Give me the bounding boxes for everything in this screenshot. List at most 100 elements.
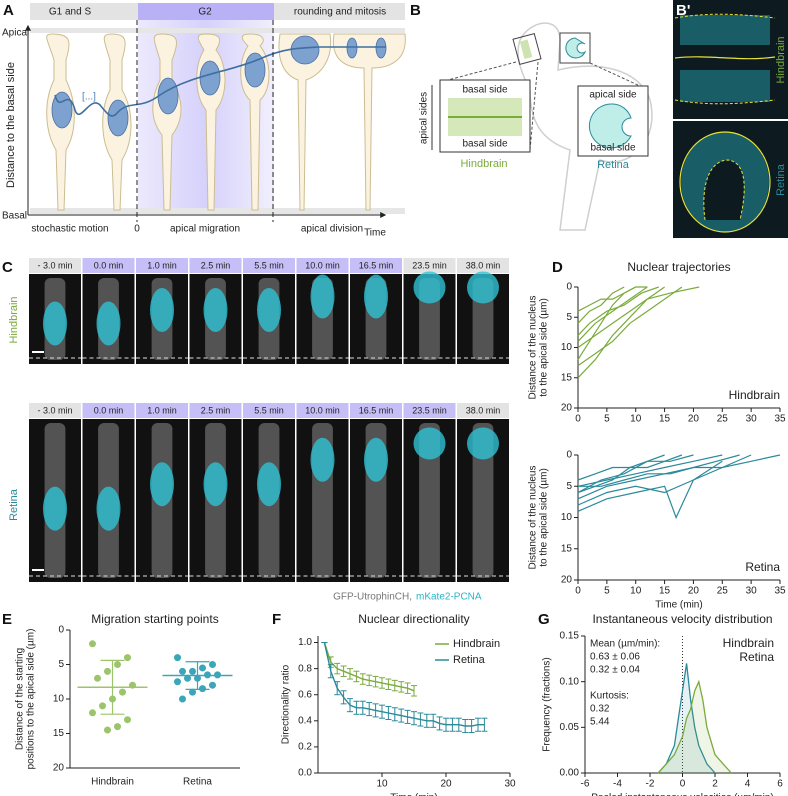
y-tick-label: 20 — [53, 763, 65, 774]
time-header — [82, 258, 135, 273]
point — [89, 709, 96, 717]
x-tick-label: 0 — [680, 779, 686, 790]
point — [199, 664, 206, 672]
nucleus-signal — [257, 288, 281, 332]
tissue-label: Hindbrain — [8, 296, 20, 343]
time-header — [296, 258, 349, 273]
phase-bar — [30, 3, 138, 20]
phase-label: rounding and mitosis — [294, 7, 386, 18]
time-label: 1.0 min — [147, 405, 177, 415]
cell — [278, 33, 332, 211]
cell-signal — [472, 423, 494, 578]
y-axis-label: Distance to the basal side — [5, 62, 17, 188]
time-label: 0.0 min — [94, 260, 124, 270]
time-header — [243, 403, 295, 418]
time-label: - 3.0 min — [37, 405, 72, 415]
nucleus-signal — [43, 486, 67, 531]
time-header — [457, 403, 509, 418]
panel-c: C Hindbrain Retina GFP-UtrophinCH, mKate… — [2, 259, 482, 603]
point — [209, 681, 216, 689]
ellipsis: [...] — [82, 92, 96, 103]
time-label: 16.5 min — [359, 405, 394, 415]
time-header — [189, 258, 242, 273]
nucleus-signal — [150, 462, 174, 507]
point — [189, 667, 196, 675]
point — [104, 726, 111, 734]
point — [114, 661, 121, 668]
y-tick-label: 10 — [561, 342, 573, 353]
x-axis-label: Time (min) — [655, 600, 702, 611]
point — [94, 674, 101, 682]
cell — [332, 33, 406, 211]
legend-label: Hindbrain — [723, 636, 774, 650]
point — [209, 661, 216, 668]
nucleus-signal — [96, 486, 121, 531]
trajectory — [577, 286, 659, 336]
y-tick-label: 20 — [561, 575, 573, 586]
time-header — [136, 403, 188, 418]
time-label: 2.5 min — [201, 260, 231, 270]
tissue-label: Retina — [775, 163, 787, 196]
annotation: Mean (µm/min): — [590, 639, 660, 650]
y-axis-label: Distance of the nucleus — [528, 296, 539, 400]
nucleus-signal — [310, 437, 335, 482]
nucleus — [107, 99, 129, 137]
time-header — [189, 403, 242, 418]
x-tick-label: 35 — [774, 586, 786, 597]
distribution — [657, 679, 732, 774]
trajectory — [577, 454, 752, 506]
time-header — [296, 403, 349, 418]
point — [179, 667, 186, 675]
nucleus-signal — [413, 427, 446, 460]
basal-outline — [674, 99, 776, 105]
point — [104, 667, 111, 675]
panel-letter: F — [272, 611, 281, 628]
y-tick-label: 0 — [58, 625, 64, 636]
phase-bar — [138, 3, 274, 20]
trajectory — [577, 286, 636, 360]
trajectory — [577, 454, 723, 487]
x-tick-label: 25 — [717, 586, 729, 597]
legend-label: Retina — [739, 650, 774, 664]
time-header — [82, 403, 135, 418]
trajectory — [577, 454, 665, 481]
y-tick-label: 0.2 — [298, 742, 312, 753]
point — [99, 702, 106, 710]
retina-sketch — [565, 37, 587, 59]
apical-outline — [674, 56, 776, 60]
chart-title: Nuclear trajectories — [627, 260, 730, 274]
y-axis-label: Directionality ratio — [281, 664, 292, 744]
panel-letter: A — [3, 2, 14, 19]
trajectory — [577, 286, 625, 324]
x-tick-label: 20 — [688, 414, 700, 425]
x-tick-label: Hindbrain — [91, 777, 134, 788]
y-tick-label: 0.10 — [560, 676, 580, 687]
phase-label: G2 — [198, 7, 212, 18]
trajectory — [577, 286, 683, 367]
kurtosis-value: 5.44 — [590, 717, 610, 728]
point — [124, 654, 131, 662]
x-tick-label: -2 — [646, 779, 655, 790]
x-tick-label: 5 — [604, 414, 610, 425]
mean-value: 0.32 ± 0.04 — [590, 665, 640, 676]
basal-outline — [674, 13, 776, 19]
nucleus-signal — [310, 274, 335, 319]
time-header — [29, 403, 81, 418]
trajectory — [577, 460, 723, 520]
box-label: basal side — [590, 143, 635, 154]
panel-letter: C — [2, 259, 13, 276]
point — [114, 723, 121, 731]
tissue-label: Hindbrain — [460, 158, 507, 170]
y-tick-label: 0.8 — [298, 663, 312, 674]
time-header — [403, 258, 456, 273]
y-tick-label: 0.05 — [560, 722, 580, 733]
time-header — [136, 258, 188, 273]
trajectory — [577, 454, 683, 494]
cell — [152, 33, 182, 211]
time-label: 16.5 min — [359, 260, 394, 270]
y-tick-label: 5 — [566, 481, 572, 492]
x-tick-label: 10 — [630, 586, 642, 597]
x-tick-label: 35 — [774, 414, 786, 425]
time-header — [403, 403, 456, 418]
